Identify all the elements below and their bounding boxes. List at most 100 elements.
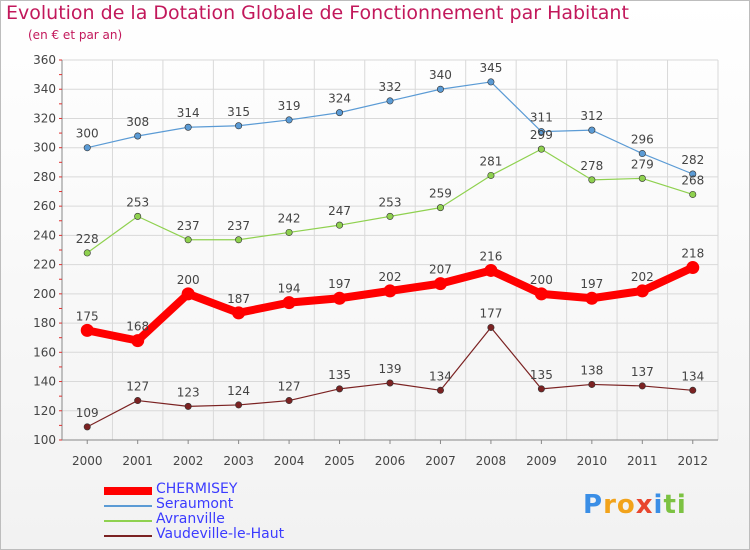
chart-subtitle: (en € et par an) <box>28 28 123 42</box>
y-tick-label: 360 <box>33 53 56 67</box>
data-label: 175 <box>76 309 99 323</box>
logo-letter: i <box>653 490 664 520</box>
data-point <box>436 386 444 394</box>
data-label: 268 <box>681 173 704 187</box>
data-label: 168 <box>126 320 149 334</box>
data-point <box>131 334 145 348</box>
data-label: 319 <box>278 99 301 113</box>
data-point <box>689 190 697 198</box>
legend-swatch <box>104 535 152 537</box>
data-label: 124 <box>227 384 250 398</box>
data-label: 242 <box>278 211 301 225</box>
data-point <box>689 170 697 178</box>
data-point <box>83 249 91 257</box>
data-label: 138 <box>580 363 603 377</box>
data-label: 228 <box>76 232 99 246</box>
y-tick-label: 140 <box>33 375 56 389</box>
data-label: 324 <box>328 92 351 106</box>
data-label: 127 <box>126 380 149 394</box>
x-tick-label: 2012 <box>677 454 708 468</box>
logo-letter: o <box>616 490 636 520</box>
data-point <box>336 109 344 117</box>
data-point <box>537 145 545 153</box>
data-point <box>386 379 394 387</box>
logo-letter: i <box>676 490 687 520</box>
x-tick-label: 2004 <box>274 454 305 468</box>
data-point <box>635 284 649 298</box>
data-point <box>333 291 347 305</box>
data-label: 345 <box>479 61 502 75</box>
data-label: 312 <box>580 109 603 123</box>
x-tick-label: 2002 <box>173 454 204 468</box>
data-point <box>386 212 394 220</box>
data-label: 315 <box>227 105 250 119</box>
y-tick-label: 300 <box>33 141 56 155</box>
legend-item: Vaudeville-le-Haut <box>104 527 364 544</box>
data-point <box>134 397 142 405</box>
y-tick-label: 200 <box>33 287 56 301</box>
data-label: 308 <box>126 115 149 129</box>
data-point <box>232 306 246 320</box>
x-tick-label: 2006 <box>375 454 406 468</box>
x-tick-label: 2001 <box>122 454 153 468</box>
data-label: 187 <box>227 292 250 306</box>
data-point <box>487 78 495 86</box>
data-point <box>689 386 697 394</box>
data-point <box>433 277 447 291</box>
data-label: 278 <box>580 159 603 173</box>
data-point <box>487 323 495 331</box>
data-point <box>285 228 293 236</box>
data-point <box>638 174 646 182</box>
y-tick-label: 220 <box>33 258 56 272</box>
data-label: 216 <box>479 249 502 263</box>
data-label: 296 <box>631 133 654 147</box>
data-label: 134 <box>429 369 452 383</box>
data-point <box>83 144 91 152</box>
legend-swatch <box>104 487 152 495</box>
y-tick-label: 180 <box>33 316 56 330</box>
data-point <box>336 221 344 229</box>
data-label: 109 <box>76 406 99 420</box>
chart-title: Evolution de la Dotation Globale de Fonc… <box>6 2 629 24</box>
y-tick-label: 340 <box>33 82 56 96</box>
data-point <box>235 401 243 409</box>
data-label: 137 <box>631 365 654 379</box>
y-tick-label: 260 <box>33 199 56 213</box>
data-point <box>181 287 195 301</box>
data-point <box>588 176 596 184</box>
data-point <box>686 261 700 275</box>
data-label: 123 <box>177 385 200 399</box>
x-tick-label: 2009 <box>526 454 557 468</box>
data-point <box>235 236 243 244</box>
data-label: 134 <box>681 369 704 383</box>
data-point <box>537 128 545 136</box>
legend-label: CHERMISEY <box>156 481 238 497</box>
data-point <box>585 291 599 305</box>
data-point <box>134 132 142 140</box>
data-label: 237 <box>177 219 200 233</box>
data-point <box>588 126 596 134</box>
data-label: 202 <box>379 270 402 284</box>
data-label: 139 <box>379 362 402 376</box>
data-point <box>235 122 243 130</box>
legend-item: Avranville <box>104 512 364 529</box>
data-point <box>588 380 596 388</box>
data-point <box>534 287 548 301</box>
data-label: 253 <box>126 195 149 209</box>
data-label: 332 <box>379 80 402 94</box>
logo-letter: x <box>635 490 654 520</box>
data-point <box>487 171 495 179</box>
data-label: 299 <box>530 128 553 142</box>
data-point <box>184 123 192 131</box>
data-label: 279 <box>631 157 654 171</box>
x-tick-label: 2005 <box>324 454 355 468</box>
logo-letter: r <box>603 490 617 520</box>
data-label: 300 <box>76 127 99 141</box>
y-tick-label: 120 <box>33 404 56 418</box>
legend-swatch <box>104 520 152 522</box>
data-label: 202 <box>631 270 654 284</box>
data-point <box>282 296 296 310</box>
data-label: 259 <box>429 187 452 201</box>
data-label: 311 <box>530 111 553 125</box>
